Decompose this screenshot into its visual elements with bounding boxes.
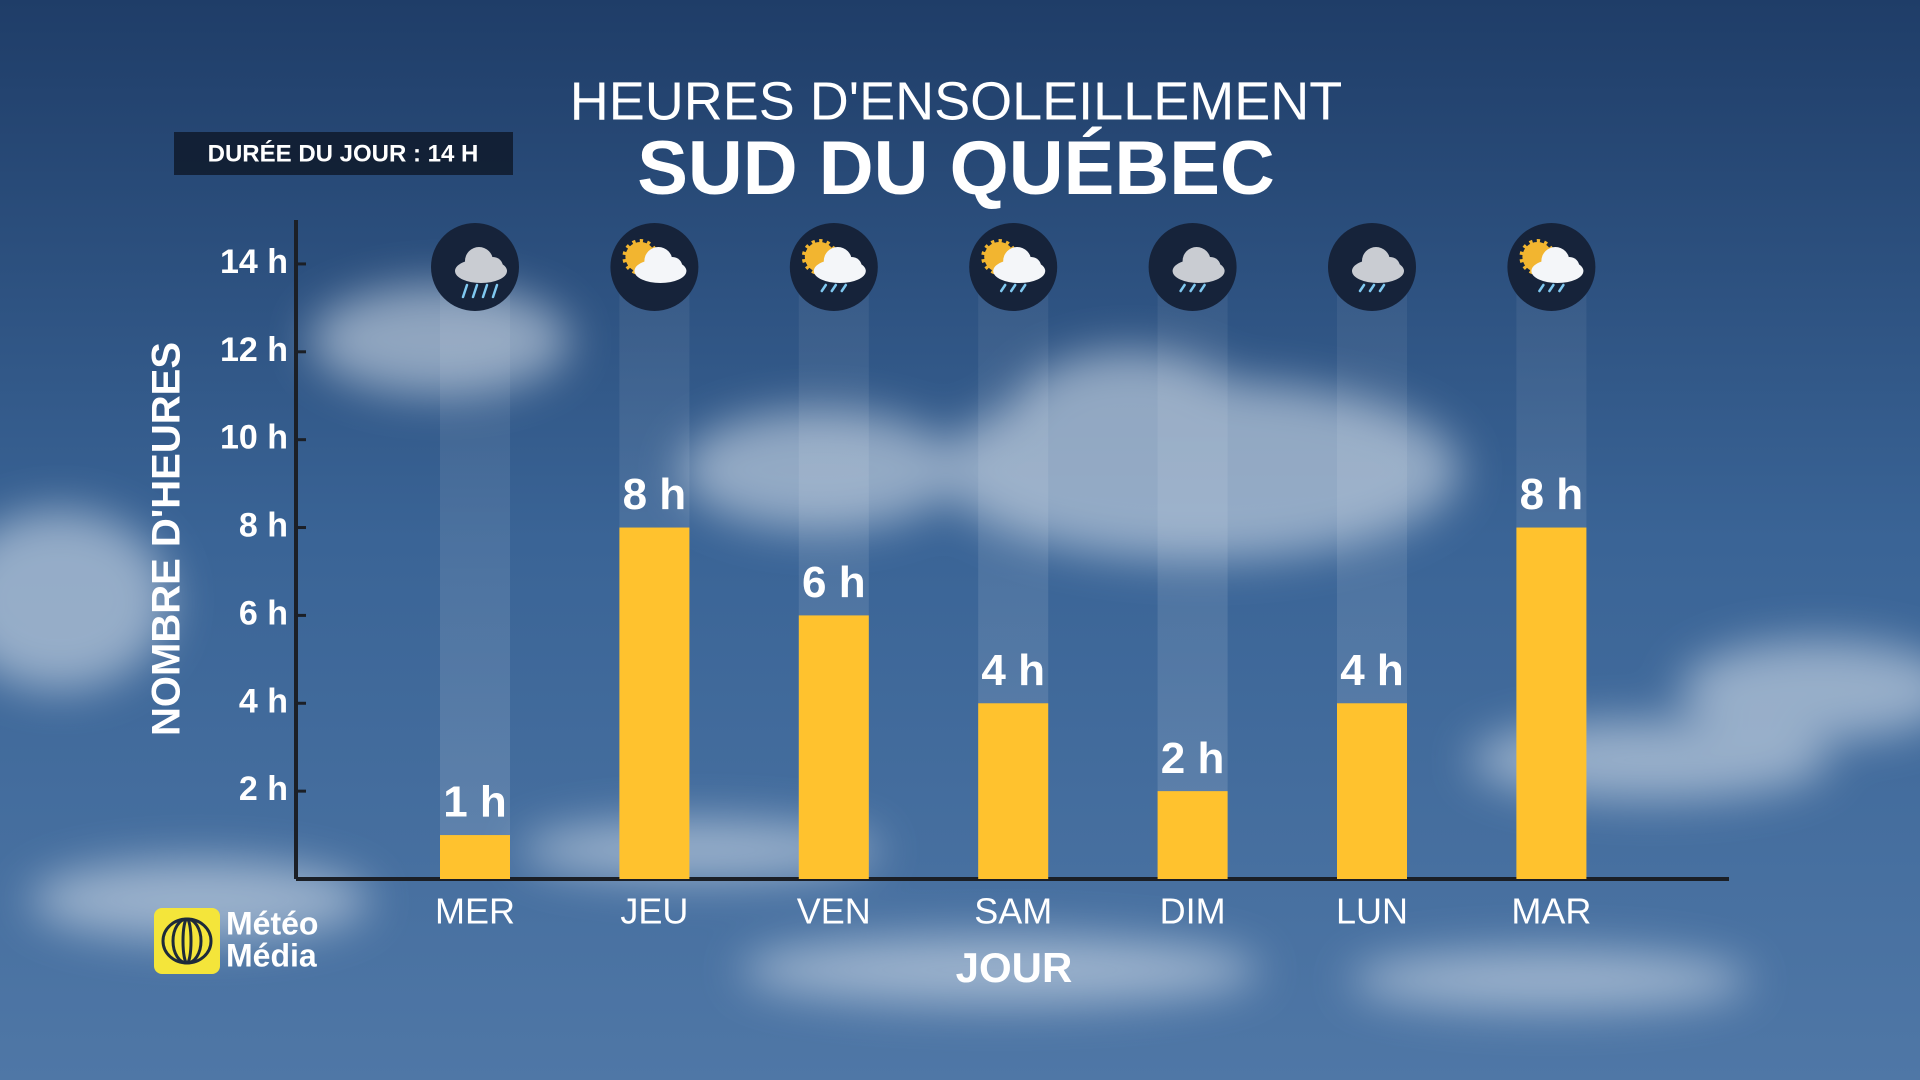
chart-title: HEURES D'ENSOLEILLEMENT bbox=[570, 71, 1343, 131]
logo-lines bbox=[161, 917, 213, 965]
icon-rain bbox=[1358, 283, 1366, 293]
icon-rain bbox=[1558, 283, 1565, 293]
logo: Météo Média bbox=[154, 905, 318, 974]
weather-icon bbox=[1507, 223, 1596, 311]
icon-rain bbox=[1009, 283, 1017, 293]
x-tick-label: LUN bbox=[1336, 891, 1408, 932]
x-tick-label: MER bbox=[435, 891, 515, 932]
icon-cloud bbox=[1021, 257, 1042, 277]
y-tick-label: 10 h bbox=[220, 419, 288, 457]
icon-rain bbox=[1548, 283, 1555, 293]
brand-line: Météo bbox=[226, 905, 318, 941]
badge: DURÉE DU JOUR : 14 H bbox=[208, 139, 479, 167]
icon-cloud bbox=[662, 257, 683, 277]
icon-cloud bbox=[1559, 257, 1580, 277]
bar bbox=[1516, 527, 1587, 879]
weather-icon bbox=[1148, 223, 1237, 311]
x-tick-label: SAM bbox=[974, 891, 1052, 932]
value-label: 2 h bbox=[1161, 734, 1225, 783]
y-tick-label: 12 h bbox=[220, 331, 288, 369]
icon-cloud bbox=[1200, 257, 1221, 277]
y-tick-label: 8 h bbox=[239, 507, 288, 545]
icon-rain bbox=[1199, 283, 1206, 293]
icon-rain bbox=[1189, 283, 1196, 293]
icon-rain bbox=[471, 283, 479, 299]
y-tick-label: 4 h bbox=[239, 682, 288, 720]
value-label: 4 h bbox=[1340, 646, 1404, 695]
value-label: 4 h bbox=[981, 646, 1045, 695]
icon-rain bbox=[1368, 283, 1376, 293]
value-label: 8 h bbox=[1520, 470, 1584, 519]
icon-rain bbox=[840, 283, 848, 293]
value-label: 8 h bbox=[623, 470, 687, 519]
brand-line: Média bbox=[226, 937, 317, 973]
bar bbox=[1157, 791, 1228, 879]
icon-rain bbox=[481, 283, 489, 299]
value-label: 1 h bbox=[443, 778, 507, 827]
icon-cloud bbox=[1380, 257, 1400, 277]
x-axis-label: JOUR bbox=[956, 944, 1073, 991]
bar bbox=[440, 835, 510, 879]
bar bbox=[619, 527, 690, 879]
x-tick-label: MAR bbox=[1511, 891, 1591, 932]
icon-rain bbox=[999, 283, 1007, 293]
bar bbox=[798, 615, 869, 879]
y-tick-label: 2 h bbox=[239, 770, 288, 808]
y-tick-label: 6 h bbox=[239, 594, 288, 632]
bar bbox=[978, 703, 1049, 879]
icon-rain bbox=[491, 283, 499, 299]
weather-icon bbox=[431, 223, 519, 311]
value-label: 6 h bbox=[802, 558, 866, 607]
icon-cloud bbox=[483, 257, 503, 277]
y-tick-label: 14 h bbox=[220, 243, 288, 281]
icon-rain bbox=[820, 283, 828, 293]
bar bbox=[1337, 703, 1407, 879]
y-axis-label: NOMBRE D'HEURES bbox=[145, 342, 189, 736]
x-tick-label: DIM bbox=[1160, 891, 1226, 932]
plot: 2 h 4 h 6 h 8 h 10 h 12 h 14 h 1 h MER 8 h JEU 6 h V… bbox=[220, 220, 1729, 932]
condition-column bbox=[440, 267, 510, 879]
icon-cloud bbox=[841, 257, 862, 277]
icon-rain bbox=[1179, 283, 1186, 293]
icon-rain bbox=[1019, 283, 1027, 293]
weather-icon bbox=[969, 223, 1058, 311]
condition-column bbox=[1157, 267, 1228, 879]
x-tick-label: VEN bbox=[797, 891, 871, 932]
badge-box bbox=[174, 132, 513, 175]
icon-rain bbox=[1538, 283, 1545, 293]
weather-icon bbox=[789, 223, 878, 311]
weather-icon bbox=[1328, 223, 1416, 311]
weather-icon bbox=[610, 223, 699, 311]
chart-subtitle: SUD DU QUÉBEC bbox=[637, 126, 1275, 211]
icon-rain bbox=[461, 283, 469, 299]
icon-rain bbox=[830, 283, 838, 293]
icon-rain bbox=[1378, 283, 1386, 293]
x-tick-label: JEU bbox=[620, 891, 688, 932]
